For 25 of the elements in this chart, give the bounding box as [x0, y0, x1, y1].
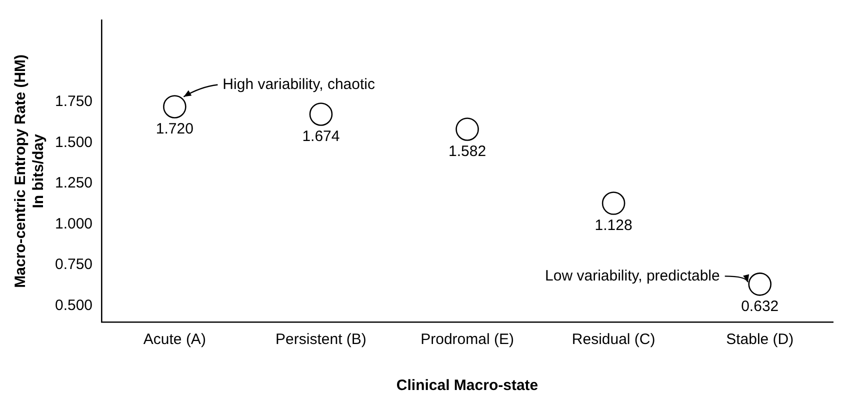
- x-tick-label: Acute (A): [143, 331, 206, 348]
- point: [748, 272, 772, 296]
- data-label: 1.128: [594, 216, 632, 234]
- data-label: 1.674: [302, 128, 340, 145]
- data-label: 1.720: [156, 120, 194, 138]
- data-label: 0.632: [741, 298, 779, 315]
- y-tick-label: 1.250: [54, 174, 93, 192]
- x-tick-label: Prodromal (E): [420, 331, 514, 348]
- point: [163, 95, 186, 118]
- x-tick-label: Residual (C): [572, 331, 656, 348]
- data-label: 1.582: [448, 142, 486, 160]
- point: [456, 118, 479, 141]
- y-tick-label: 1.500: [54, 134, 93, 151]
- x-tick-label: Stable (D): [726, 331, 794, 348]
- x-tick-label: Persistent (B): [276, 331, 366, 348]
- point: [602, 192, 626, 215]
- y-tick-label: 0.750: [54, 256, 93, 274]
- y-tick-label: 0.500: [54, 296, 93, 314]
- y-tick-label: 1.750: [54, 92, 93, 110]
- x-axis-title: Clinical Macro-state: [396, 377, 538, 394]
- y-tick-label: 1.000: [54, 215, 93, 232]
- point: [309, 102, 333, 126]
- annotation: Low variability, predictable: [545, 267, 720, 284]
- annotation: High variability, chaotic: [222, 76, 376, 93]
- y-axis-title: Macro-centric Entropy Rate (HM) In bits/day: [12, 54, 48, 288]
